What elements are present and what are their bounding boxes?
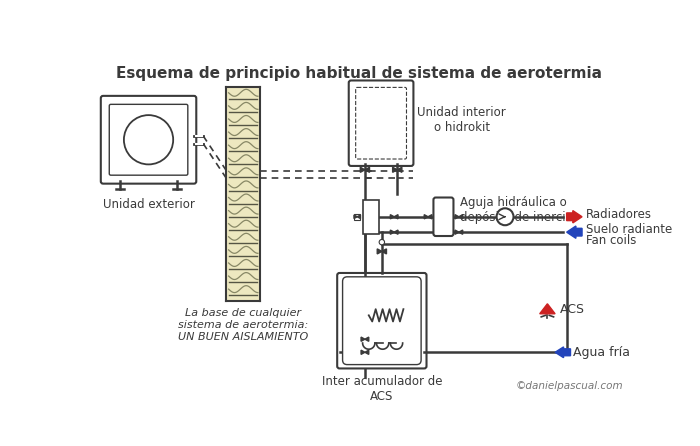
FancyBboxPatch shape <box>356 87 407 159</box>
Polygon shape <box>428 215 432 219</box>
Polygon shape <box>391 230 394 234</box>
Polygon shape <box>455 230 459 234</box>
Circle shape <box>496 208 514 225</box>
Polygon shape <box>459 215 463 219</box>
Polygon shape <box>394 230 398 234</box>
FancyArrow shape <box>555 347 570 358</box>
Circle shape <box>379 240 384 245</box>
Text: Inter acumulador de
ACS: Inter acumulador de ACS <box>321 376 442 403</box>
Text: Unidad exterior: Unidad exterior <box>103 198 195 211</box>
FancyBboxPatch shape <box>109 104 188 175</box>
Text: Fan coils: Fan coils <box>586 234 636 247</box>
Polygon shape <box>365 337 369 341</box>
Polygon shape <box>540 304 555 314</box>
Polygon shape <box>365 167 370 172</box>
Text: ACS: ACS <box>560 303 584 316</box>
FancyBboxPatch shape <box>101 96 196 184</box>
Polygon shape <box>361 337 365 341</box>
FancyBboxPatch shape <box>337 273 426 368</box>
Polygon shape <box>459 230 463 234</box>
FancyBboxPatch shape <box>342 277 421 364</box>
FancyBboxPatch shape <box>349 80 414 166</box>
FancyArrow shape <box>567 211 582 223</box>
Polygon shape <box>391 215 394 219</box>
Circle shape <box>124 115 173 165</box>
Polygon shape <box>398 167 402 172</box>
Polygon shape <box>361 350 365 355</box>
Bar <box>226 87 260 301</box>
Polygon shape <box>357 215 360 219</box>
Text: Esquema de principio habitual de sistema de aerotermia: Esquema de principio habitual de sistema… <box>116 66 602 81</box>
Polygon shape <box>360 167 365 172</box>
Polygon shape <box>377 249 382 254</box>
Polygon shape <box>393 167 398 172</box>
Text: ©danielpascual.com: ©danielpascual.com <box>515 381 623 391</box>
Polygon shape <box>354 215 357 219</box>
Polygon shape <box>394 215 398 219</box>
Bar <box>363 200 379 234</box>
Text: La base de cualquier
sistema de aerotermia:
UN BUEN AISLAMIENTO: La base de cualquier sistema de aeroterm… <box>178 308 309 342</box>
Bar <box>354 214 360 220</box>
FancyArrow shape <box>567 226 582 238</box>
Polygon shape <box>455 215 459 219</box>
Text: Radiadores
Suelo radiante: Radiadores Suelo radiante <box>586 207 672 235</box>
Polygon shape <box>424 215 428 219</box>
FancyBboxPatch shape <box>433 198 454 236</box>
Polygon shape <box>365 350 369 355</box>
Text: Unidad interior
o hidrokit: Unidad interior o hidrokit <box>417 106 506 134</box>
Text: Aguja hidráulica o
depósito de inercia: Aguja hidráulica o depósito de inercia <box>461 196 573 224</box>
Polygon shape <box>382 249 386 254</box>
Text: Agua fría: Agua fría <box>573 346 630 359</box>
